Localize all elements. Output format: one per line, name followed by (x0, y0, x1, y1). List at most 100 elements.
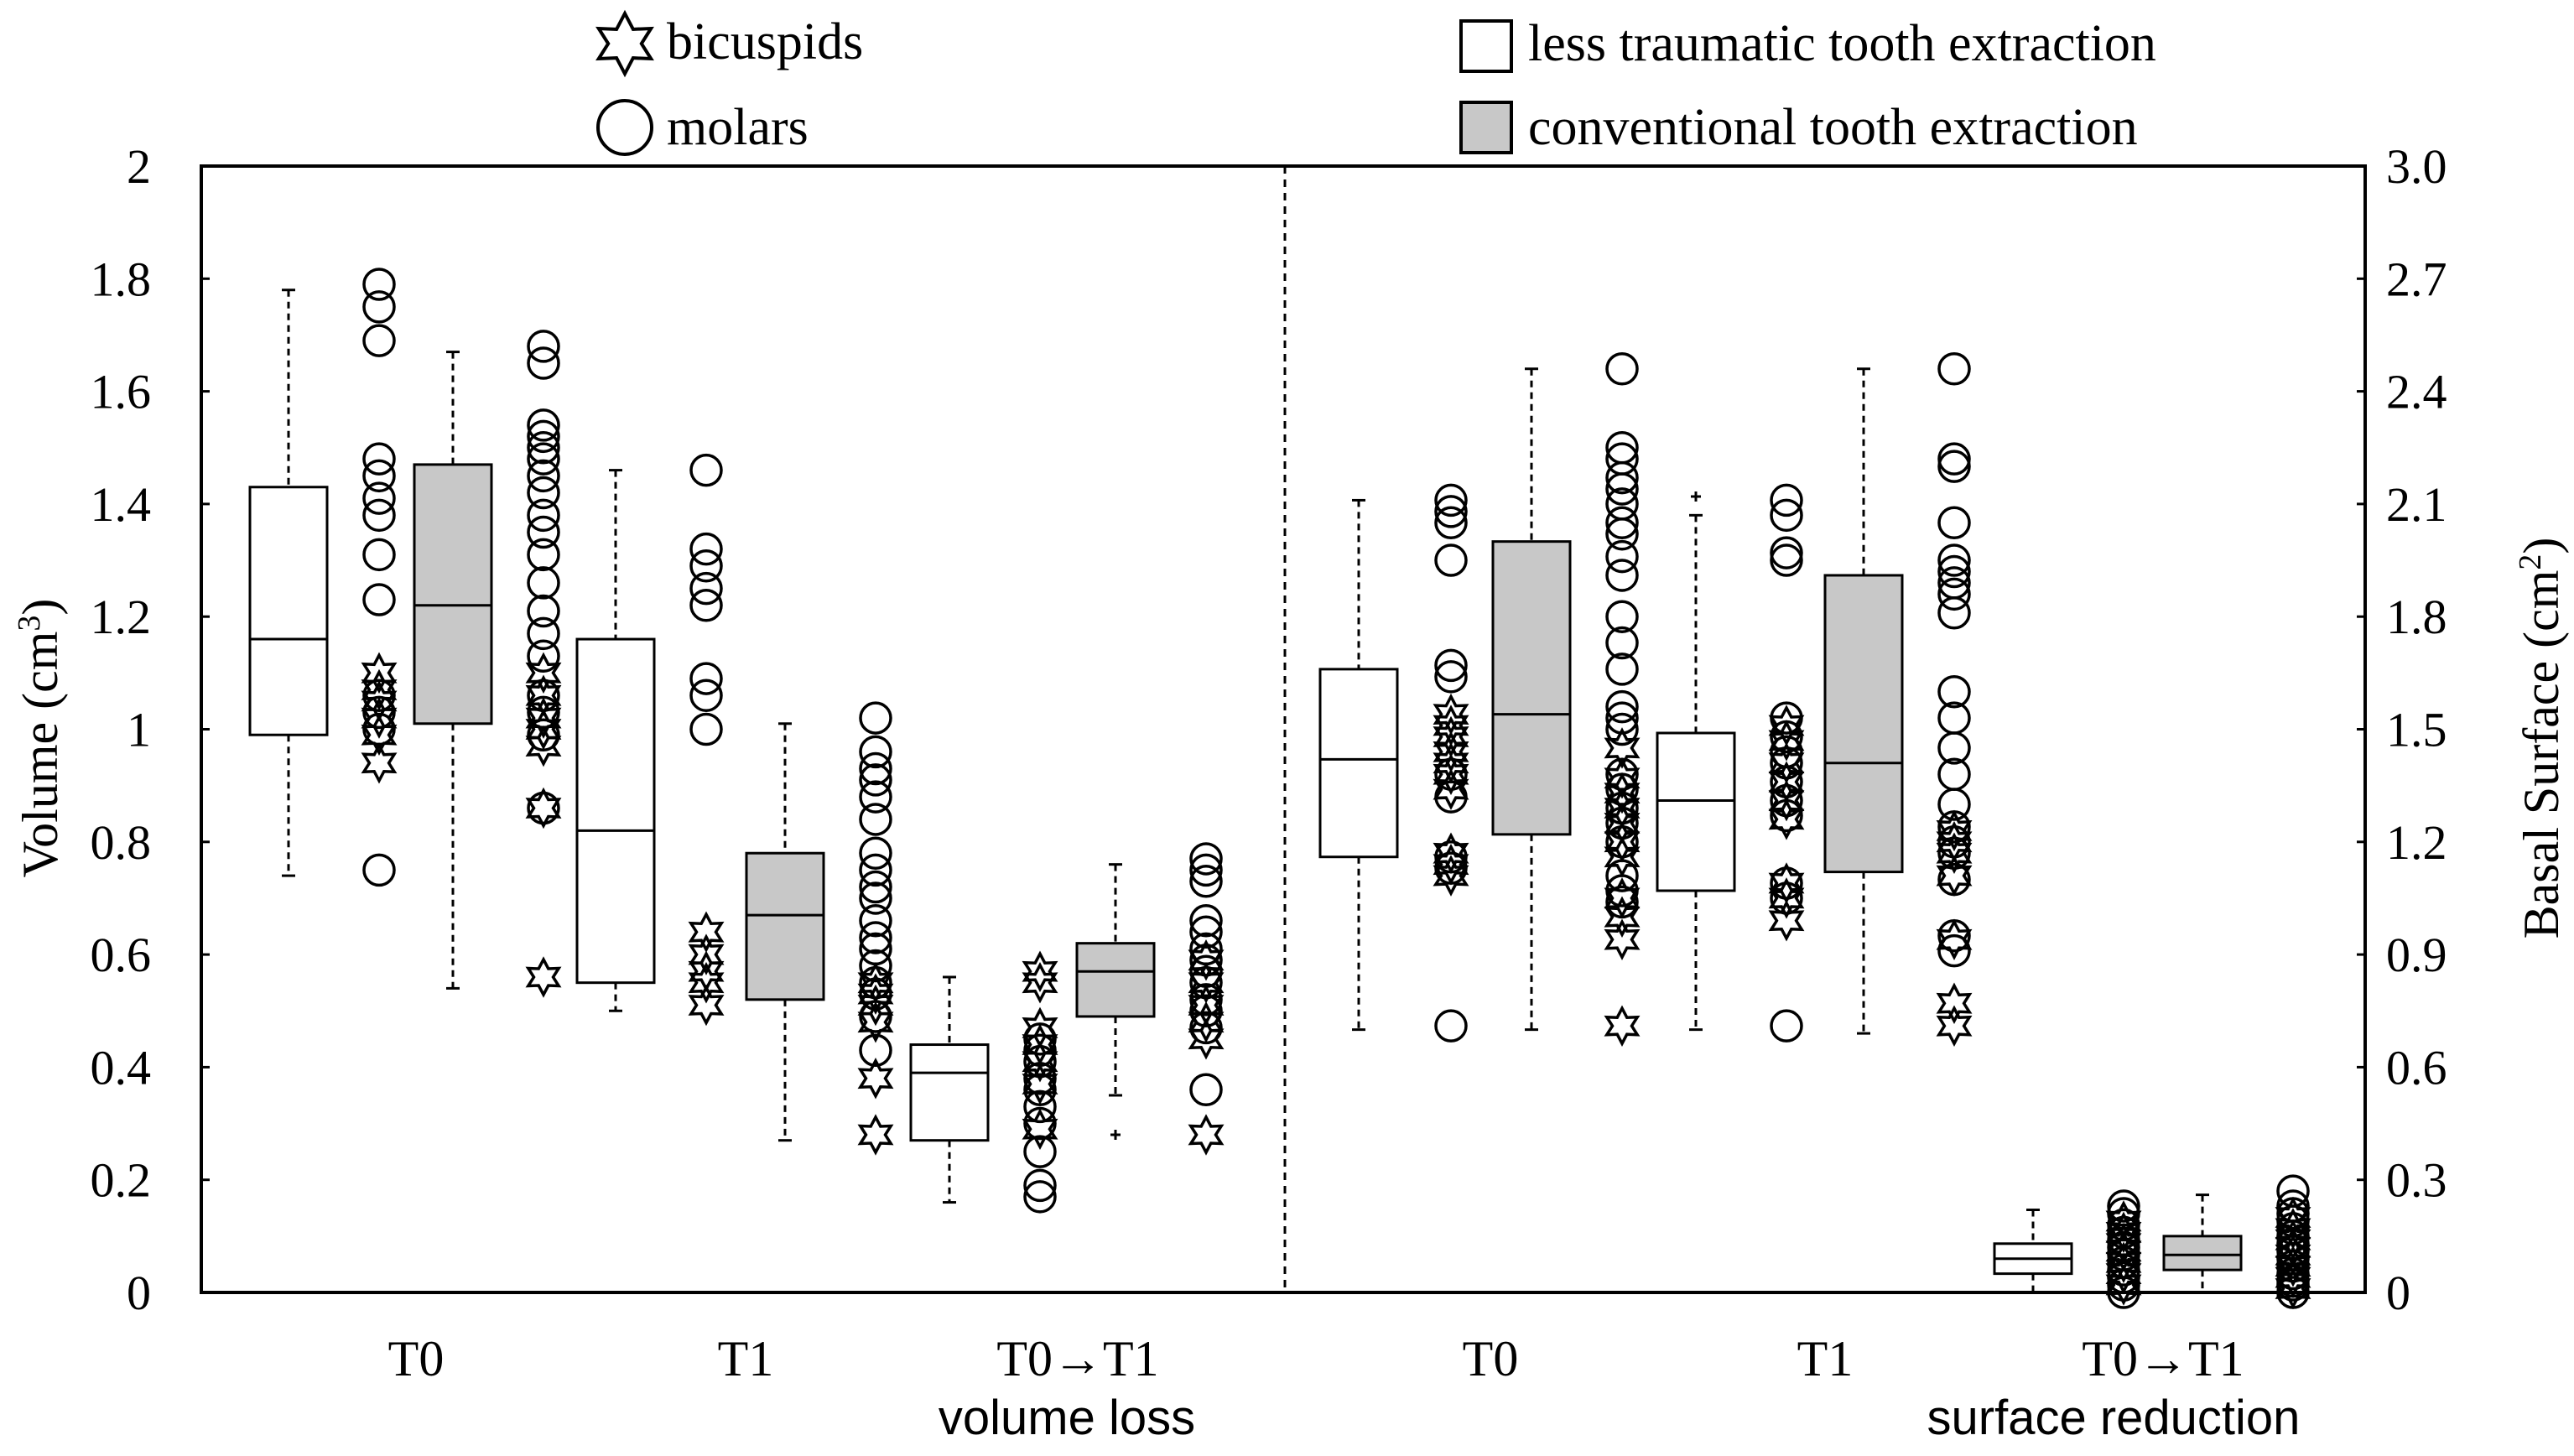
molar-point (859, 1033, 892, 1068)
right-axis-title: Basal Surface (cm2) (2513, 538, 2569, 939)
molar-point (859, 751, 892, 786)
bicuspid-point (1433, 693, 1469, 736)
left-tick-label: 0 (127, 1266, 151, 1320)
box-conventional (1823, 367, 1904, 1035)
molar-point (527, 330, 560, 363)
box-less-traumatic (1656, 491, 1736, 1032)
bicuspid-point (1604, 727, 1641, 769)
molar-point (1605, 712, 1639, 746)
molar-point (1189, 853, 1223, 887)
scatter-column (2105, 1189, 2142, 1309)
box-less-traumatic (909, 975, 990, 1204)
molar-point (1605, 506, 1639, 540)
bicuspid-point (1936, 832, 1973, 874)
section-label: volume loss (939, 1391, 1195, 1445)
scatter-column (1188, 842, 1225, 1156)
bicuspid-point (857, 973, 894, 1015)
right-tick-label: 2.4 (2386, 365, 2447, 419)
bicuspid-point (525, 697, 562, 739)
iqr-box (1656, 731, 1736, 892)
molar-point (1937, 351, 1971, 386)
bicuspid-point (2105, 1211, 2142, 1254)
molar-point (1937, 543, 1971, 577)
left-tick-label: 0.6 (91, 928, 152, 982)
molar-point (1189, 915, 1223, 949)
molar-point (527, 639, 560, 673)
bicuspid-point (2105, 1264, 2142, 1306)
molar-point (689, 712, 723, 746)
bicuspid-point (1433, 855, 1469, 897)
molar-point (527, 408, 560, 442)
molar-point (362, 481, 396, 515)
molar-point (1434, 1009, 1468, 1043)
bicuspid-point (2275, 1208, 2311, 1250)
bicuspid-point (2105, 1200, 2142, 1242)
bicuspid-star-icon (595, 9, 654, 78)
bicuspid-point (1433, 715, 1469, 758)
left-tick-label: 1.4 (91, 477, 152, 532)
molar-point (527, 538, 560, 572)
box-less-traumatic (575, 469, 656, 1012)
molar-point (689, 532, 723, 566)
molar-point (1937, 701, 1971, 735)
bicuspid-point (1022, 961, 1058, 1004)
molar-point (859, 780, 892, 814)
molar-point (1434, 660, 1468, 694)
right-tick-label: 0.6 (2386, 1040, 2447, 1095)
bicuspid-point (2275, 1267, 2311, 1310)
bicuspid-point (2105, 1223, 2142, 1265)
chart-marks (248, 268, 2311, 1310)
less-traumatic-swatch (1459, 19, 1513, 73)
molar-point (1937, 566, 1971, 600)
left-tick-label: 1.6 (91, 365, 152, 419)
conventional-swatch (1459, 101, 1513, 154)
bicuspid-point (1433, 753, 1469, 795)
bicuspid-point (361, 742, 398, 784)
molar-point (362, 268, 396, 301)
molar-point (527, 498, 560, 533)
iqr-box (909, 1043, 990, 1142)
x-group-label: T0 (388, 1331, 445, 1386)
bicuspid-point (857, 1058, 894, 1100)
right-tick-label: 1.5 (2386, 703, 2447, 757)
molar-point (527, 616, 560, 651)
molar-point (1605, 539, 1639, 574)
bicuspid-point (688, 911, 725, 953)
molar-point (362, 290, 396, 324)
x-group-label: T1 (718, 1331, 774, 1386)
bicuspid-point (525, 652, 562, 694)
bicuspid-point (1022, 1063, 1058, 1105)
molar-point (1189, 1073, 1223, 1107)
left-tick-label: 1.2 (91, 590, 152, 644)
bicuspid-point (1604, 757, 1641, 799)
molar-point (689, 662, 723, 695)
bicuspid-point (1768, 862, 1805, 904)
bicuspid-point (525, 787, 562, 829)
legend-less-traumatic-label: less traumatic tooth extraction (1528, 15, 2156, 72)
molar-point (362, 442, 396, 476)
molar-point (1605, 442, 1639, 476)
molar-point (689, 549, 723, 583)
bicuspid-point (1188, 1114, 1225, 1156)
molar-point (1023, 1073, 1057, 1107)
bicuspid-point (1768, 900, 1805, 942)
molar-point (859, 853, 892, 887)
left-tick-label: 0.4 (91, 1040, 152, 1095)
scatter-column (361, 268, 398, 887)
bicuspid-point (1604, 877, 1641, 919)
scatter-column (2275, 1174, 2311, 1310)
molar-point (527, 346, 560, 380)
bicuspid-point (1936, 809, 1973, 852)
molar-point (1937, 450, 1971, 483)
iqr-box (1491, 540, 1572, 836)
molar-point (1937, 757, 1971, 791)
box-conventional (2162, 1193, 2243, 1294)
right-tick-label: 2.1 (2386, 477, 2447, 532)
molar-point (1605, 653, 1639, 686)
scatter-column (1936, 351, 1973, 1047)
bicuspid-point (1768, 705, 1805, 746)
bicuspid-point (361, 680, 398, 722)
bicuspid-point (688, 984, 725, 1027)
right-tick-label: 2.7 (2386, 252, 2447, 306)
iqr-box (1823, 574, 1904, 874)
